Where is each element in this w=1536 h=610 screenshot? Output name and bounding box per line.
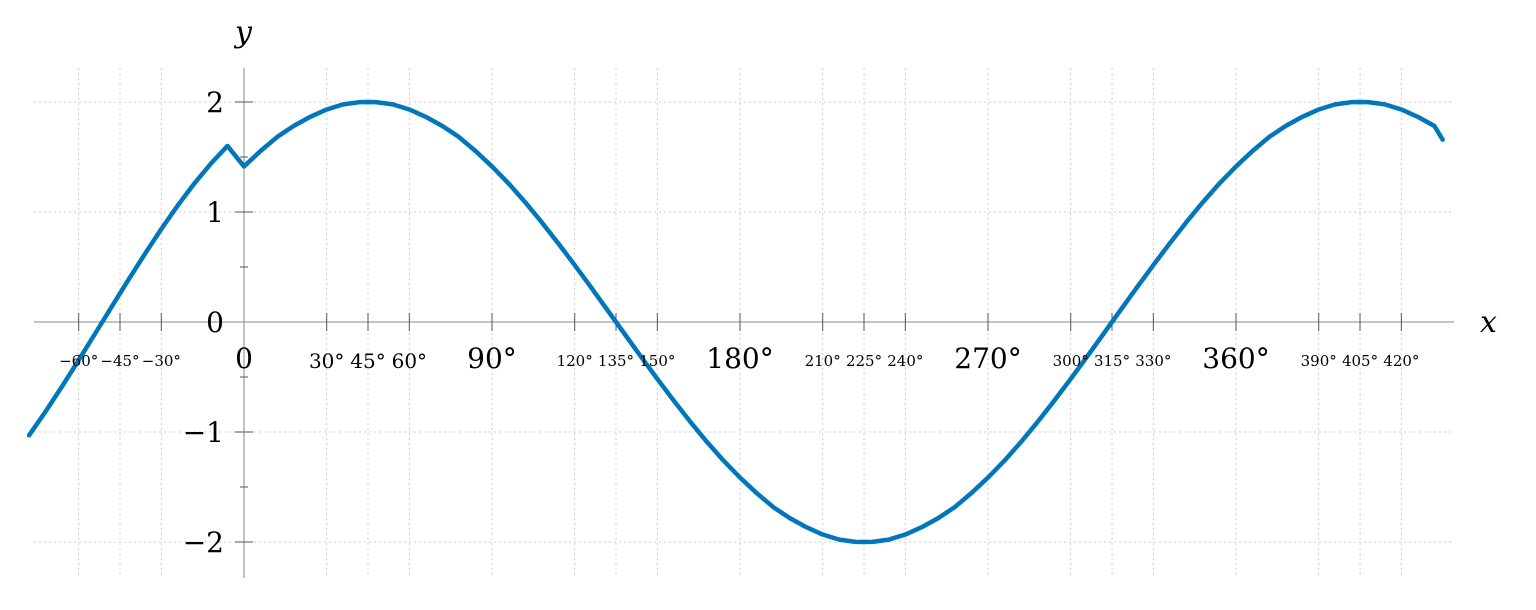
x-tick-label-9: 135° <box>598 352 634 370</box>
x-tick-label-20: 390° <box>1301 352 1337 370</box>
y-axis-title: y <box>233 15 253 50</box>
y-tick-label-1: 1 <box>206 196 224 229</box>
x-tick-label-18: 330° <box>1135 352 1171 370</box>
x-tick-label-14: 240° <box>887 352 923 370</box>
x-tick-label-15: 270° <box>954 342 1021 375</box>
x-tick-label-16: 300° <box>1053 352 1089 370</box>
x-tick-label-19: 360° <box>1202 342 1269 375</box>
x-tick-label-13: 225° <box>846 352 882 370</box>
tick-marks <box>78 101 1402 543</box>
x-tick-label-2: −30° <box>142 352 181 370</box>
x-tick-label-3: 0 <box>235 342 253 375</box>
x-axis-title: x <box>1480 305 1497 340</box>
x-tick-label-6: 60° <box>392 349 427 373</box>
x-tick-label-11: 180° <box>706 342 773 375</box>
x-tick-label-22: 420° <box>1383 352 1419 370</box>
y-tick-label-3: −1 <box>183 416 224 449</box>
x-tick-label-4: 30° <box>309 349 344 373</box>
y-tick-label-0: 2 <box>206 86 224 119</box>
x-tick-label-1: −45° <box>100 352 139 370</box>
grid-lines <box>34 68 1454 578</box>
x-tick-label-17: 315° <box>1094 352 1130 370</box>
axes <box>34 68 1454 578</box>
x-tick-label-12: 210° <box>805 352 841 370</box>
x-tick-label-10: 150° <box>639 352 675 370</box>
x-tick-label-21: 405° <box>1342 352 1378 370</box>
x-tick-label-5: 45° <box>350 349 385 373</box>
y-tick-label-2: 0 <box>206 306 224 339</box>
x-tick-label-7: 90° <box>467 342 517 375</box>
x-tick-label-0: −60° <box>59 352 98 370</box>
tick-labels: −60° −45° −30° 0 30° 45° 60° 90° 120° 135° 150° 180… <box>59 86 1419 559</box>
series-group <box>26 99 1445 545</box>
x-tick-label-8: 120° <box>557 352 593 370</box>
series-line-0 <box>26 99 1445 545</box>
y-tick-label-4: −2 <box>183 526 224 559</box>
